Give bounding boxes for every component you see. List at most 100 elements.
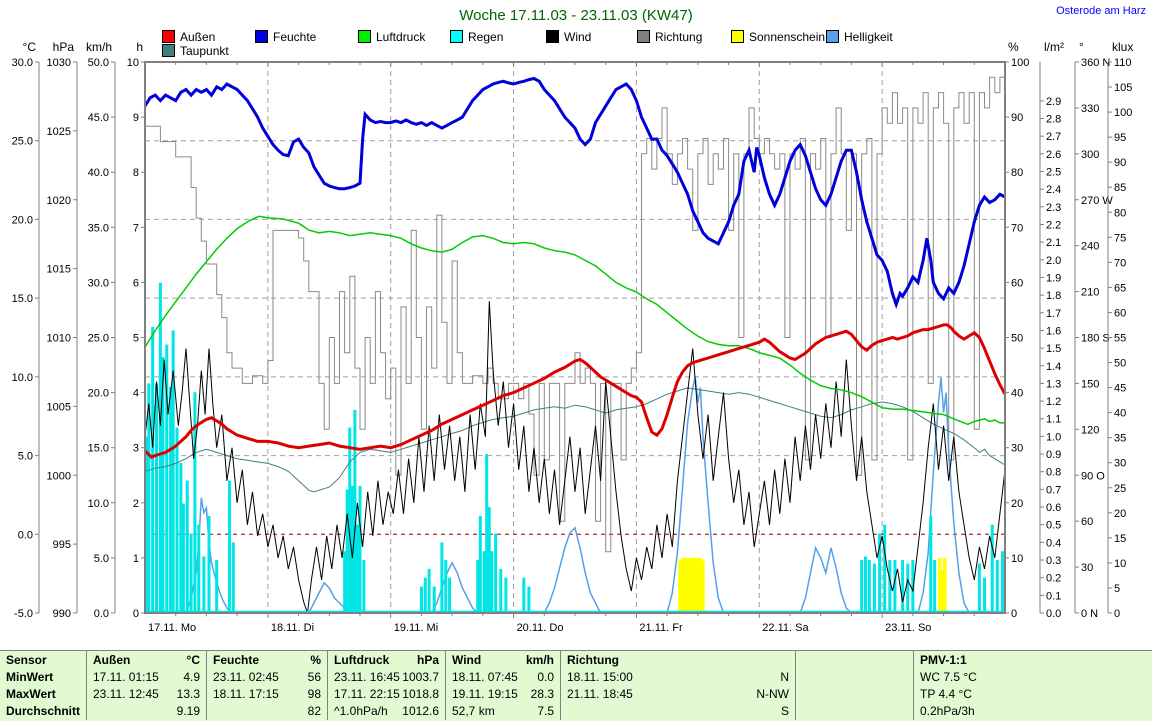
axis-tick-label: 120 bbox=[1081, 424, 1099, 436]
axis-tick-label: 1.6 bbox=[1046, 325, 1061, 337]
col-name: Wind bbox=[452, 653, 482, 667]
axis-tick-label: 0.5 bbox=[1046, 520, 1061, 532]
series-aussen bbox=[143, 323, 1007, 459]
axis-tick-label: 1.8 bbox=[1046, 290, 1061, 302]
bar-regen bbox=[427, 568, 431, 613]
legend-swatch-icon bbox=[546, 30, 559, 43]
axis-tick-label: 45.0 bbox=[88, 112, 109, 124]
axis-tick-label: 1.3 bbox=[1046, 378, 1061, 390]
bar-regen bbox=[860, 560, 864, 613]
legend-swatch-icon bbox=[826, 30, 839, 43]
axis-tick-label: 5 bbox=[1114, 583, 1120, 595]
col-unit: km/h bbox=[525, 653, 554, 667]
bar-regen bbox=[169, 386, 173, 613]
bar-regen bbox=[906, 563, 910, 613]
axis-tick-label: 30 bbox=[1081, 562, 1093, 574]
legend-item-luftdruck: Luftdruck bbox=[358, 30, 425, 44]
legend-label: Sonnenschein bbox=[749, 30, 826, 44]
axis-tick-label: 10 bbox=[1011, 553, 1023, 565]
axis-tick-label: 90 bbox=[1114, 157, 1126, 169]
legend-item-richtung: Richtung bbox=[637, 30, 702, 44]
axis-tick-label: 0.4 bbox=[1046, 537, 1061, 549]
avg-note: 52,7 km bbox=[452, 704, 495, 718]
bar-regen bbox=[911, 560, 915, 613]
bar-regen bbox=[161, 356, 165, 613]
axis-tick-label: 0 bbox=[133, 608, 139, 620]
pmv-pressure-trend: 0.2hPa/3h bbox=[920, 704, 975, 718]
bar-sonnenschein bbox=[940, 570, 945, 613]
axis-tick-label: 20 bbox=[1011, 498, 1023, 510]
bar-sonnenschein bbox=[943, 557, 947, 613]
pmv-taupunkt: TP 4.4 °C bbox=[920, 687, 972, 701]
axis-tick-label: 2.9 bbox=[1046, 96, 1061, 108]
axis-tick-label: 0.2 bbox=[1046, 573, 1061, 585]
axis-tick-label: 5 bbox=[133, 333, 139, 345]
max-time: 21.11. 18:45 bbox=[567, 687, 633, 701]
bar-sonnenschein bbox=[678, 560, 682, 613]
bar-regen bbox=[345, 489, 349, 613]
legend-swatch-icon bbox=[450, 30, 463, 43]
col-name: Luftdruck bbox=[334, 653, 390, 667]
avg-value: 7.5 bbox=[537, 704, 554, 718]
axis-tick-label: 9 bbox=[133, 112, 139, 124]
bar-regen bbox=[929, 515, 933, 613]
axis-tick-label: 55 bbox=[1114, 333, 1126, 345]
bar-regen bbox=[864, 556, 868, 613]
bar-regen bbox=[440, 542, 444, 613]
bar-regen bbox=[189, 533, 193, 613]
line-wind bbox=[144, 301, 1006, 614]
bar-regen bbox=[202, 556, 206, 613]
bar-regen bbox=[1000, 551, 1004, 613]
stats-col-richtung: Richtung 18.11. 15:00 N 21.11. 18:45 N-NW … bbox=[560, 651, 795, 720]
axis-tick-label: ° bbox=[1079, 40, 1084, 54]
avg-value: 82 bbox=[307, 704, 321, 718]
bar-regen bbox=[231, 542, 235, 613]
min-time: 23.11. 16:45 bbox=[334, 670, 400, 684]
axis-tick-label: 2 bbox=[133, 498, 139, 510]
axis-tick-label: 1015 bbox=[47, 264, 71, 276]
axis-tick-label: 2.1 bbox=[1046, 237, 1061, 249]
bar-regen bbox=[476, 560, 480, 613]
stats-col-wind: Wind km/h 18.11. 07:45 0.0 19.11. 19:15 28.… bbox=[445, 651, 560, 720]
legend-item-helligkeit: Helligkeit bbox=[826, 30, 893, 44]
station-location-label: Osterode am Harz bbox=[1056, 5, 1146, 17]
axis-tick-label: 300 bbox=[1081, 149, 1099, 161]
axis-tick-label: 105 bbox=[1114, 82, 1132, 94]
bar-regen bbox=[432, 586, 436, 613]
axis-tick-label: hPa bbox=[53, 40, 75, 54]
bar-regen bbox=[490, 551, 494, 613]
axis-tick-label: 90 O bbox=[1081, 470, 1105, 482]
axis-tick-label: 15.0 bbox=[12, 293, 33, 305]
stats-col-pmv: PMV-1:1 WC 7.5 °C TP 4.4 °C 0.2hPa/3h bbox=[913, 651, 1152, 720]
axis-tick-label: -5.0 bbox=[14, 608, 33, 620]
axis-tick-label: 45 bbox=[1114, 383, 1126, 395]
axis-tick-label: 270 W bbox=[1081, 195, 1113, 207]
avg-value: 9.19 bbox=[176, 704, 200, 718]
row-label-sensor: Sensor bbox=[6, 653, 47, 667]
axis-tick-label: 210 bbox=[1081, 287, 1099, 299]
bar-regen bbox=[175, 427, 179, 613]
bar-regen bbox=[872, 563, 876, 613]
axis-tick-label: 80 bbox=[1114, 207, 1126, 219]
legend-label: Außen bbox=[180, 30, 216, 44]
legend-swatch-icon bbox=[358, 30, 371, 43]
axis-tick-label: klux bbox=[1112, 40, 1133, 54]
bar-regen bbox=[878, 533, 882, 613]
legend-label: Wind bbox=[564, 30, 592, 44]
axis-tick-label: % bbox=[1008, 40, 1019, 54]
bar-regen bbox=[494, 533, 498, 613]
axis-tick-label: 0.6 bbox=[1046, 502, 1061, 514]
bar-sonnenschein bbox=[688, 557, 692, 613]
axis-tick-label: 0.3 bbox=[1046, 555, 1061, 567]
axis-tick-label: 2.6 bbox=[1046, 149, 1061, 161]
axis-tick-label: 10 bbox=[127, 57, 139, 69]
axis-tick-label: 1010 bbox=[47, 333, 71, 345]
axis-tick-label: 50 bbox=[1114, 358, 1126, 370]
min-value: 4.9 bbox=[183, 670, 200, 684]
bar-regen bbox=[151, 326, 155, 613]
bar-regen bbox=[883, 524, 887, 613]
series-feuchte bbox=[143, 76, 1006, 309]
bar-regen bbox=[343, 551, 347, 613]
max-value: 28.3 bbox=[530, 687, 554, 701]
col-name: Feuchte bbox=[213, 653, 260, 667]
